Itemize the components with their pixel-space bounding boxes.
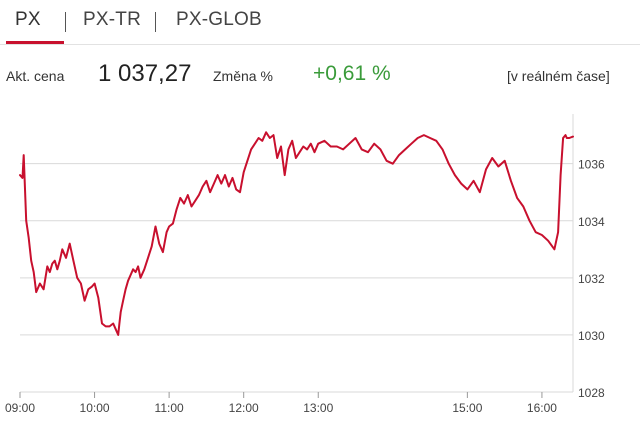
y-tick-label: 1028 [578, 386, 605, 400]
tab-separator [65, 12, 66, 32]
quote-row: Akt. cena 1 037,27 Změna % +0,61 % [v re… [0, 58, 640, 92]
tab-px-tr[interactable]: PX-TR [83, 9, 141, 30]
y-tick-label: 1034 [578, 215, 605, 229]
price-label: Akt. cena [6, 68, 65, 84]
tab-separator [155, 12, 156, 32]
tab-px-glob[interactable]: PX-GLOB [176, 9, 262, 30]
chart-grid [20, 163, 573, 393]
index-tabs: PX PX-TR PX-GLOB [0, 0, 640, 45]
price-value: 1 037,27 [98, 60, 192, 87]
tab-px[interactable]: PX [15, 9, 41, 30]
x-tick-label: 11:00 [155, 401, 184, 415]
x-tick-label: 15:00 [452, 401, 482, 415]
price-series-line [19, 131, 574, 336]
x-tick-label: 13:00 [303, 401, 333, 415]
chart-axes: 1028 1030 1032 1034 1036 09:00 10:00 11:00 12:00… [5, 114, 605, 415]
x-tick-label: 12:00 [229, 401, 259, 415]
x-tick-label: 10:00 [80, 401, 110, 415]
realtime-label: [v reálném čase] [507, 68, 610, 84]
x-tick-label: 09:00 [5, 401, 35, 415]
y-tick-label: 1030 [578, 329, 605, 343]
chart-series [19, 131, 574, 336]
y-tick-label: 1036 [578, 158, 605, 172]
change-label: Změna % [213, 68, 273, 84]
x-tick-label: 16:00 [527, 401, 557, 415]
active-tab-underline [6, 41, 64, 44]
change-value: +0,61 % [313, 62, 391, 85]
y-tick-label: 1032 [578, 272, 605, 286]
